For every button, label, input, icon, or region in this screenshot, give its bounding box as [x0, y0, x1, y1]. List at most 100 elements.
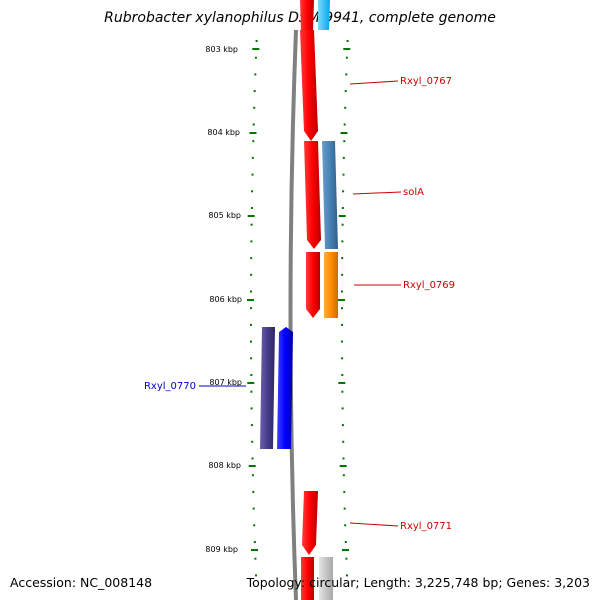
- ruler-left-minor-tick: [251, 457, 254, 460]
- ruler-left-minor-tick: [251, 173, 254, 176]
- cds-partial-bottom: [301, 557, 314, 600]
- ruler-right-minor-tick: [341, 307, 343, 310]
- ruler-right-minor-tick: [341, 323, 343, 326]
- leader-sola: [352, 191, 402, 195]
- ruler-left-minor-tick: [253, 106, 256, 109]
- ruler-right-minor-tick: [343, 507, 346, 510]
- cds-rxyl-0770: [277, 327, 293, 449]
- ruler-right-minor-tick: [341, 407, 344, 410]
- cds-sola: [304, 141, 321, 249]
- gene-label-rxyl-0771: Rxyl_0771: [400, 521, 452, 532]
- ruler-left-minor-tick: [252, 490, 255, 493]
- feature-rxyl-0769: [324, 252, 338, 318]
- ruler-right-minor-tick: [342, 156, 345, 159]
- ruler-left-minor-tick: [250, 323, 252, 326]
- gene-label-rxyl-0767: Rxyl_0767: [400, 76, 452, 87]
- ruler-right-minor-tick: [341, 257, 344, 260]
- ruler-track-right: [338, 40, 351, 577]
- ruler-right-major-tick: [338, 299, 345, 301]
- ruler-left-minor-tick: [250, 424, 253, 427]
- ruler-right-minor-tick: [341, 290, 343, 293]
- ruler-track-left: [247, 40, 260, 577]
- ruler-left-minor-tick: [250, 290, 252, 293]
- ruler-right-minor-tick: [342, 474, 345, 477]
- ruler-left-major-tick: [247, 215, 255, 217]
- ruler-left-major-tick: [247, 382, 255, 384]
- ruler-right-major-tick: [338, 215, 346, 217]
- ruler-left-minor-tick: [252, 123, 255, 126]
- ruler-right-minor-tick: [342, 457, 345, 460]
- ruler-right-minor-tick: [341, 240, 344, 243]
- ruler-left-minor-tick: [250, 223, 253, 226]
- ruler-left-minor-tick: [251, 156, 254, 159]
- ruler-right-minor-tick: [346, 40, 349, 42]
- ruler-left-minor-tick: [254, 557, 257, 560]
- ruler-right-minor-tick: [343, 490, 346, 493]
- gene-label-rxyl-0769: Rxyl_0769: [403, 280, 455, 291]
- ruler-label-807: 807 kbp: [209, 378, 242, 387]
- ruler-right-minor-tick: [343, 123, 346, 126]
- ruler-label-804: 804 kbp: [207, 128, 240, 137]
- ruler-left-minor-tick: [253, 524, 256, 527]
- ruler-label-803: 803 kbp: [205, 45, 238, 54]
- ruler-label-809: 809 kbp: [205, 545, 238, 554]
- ruler-right-minor-tick: [345, 557, 348, 560]
- ruler-left-major-tick: [252, 48, 260, 50]
- ruler-left-minor-tick: [254, 73, 257, 76]
- ruler-left-minor-tick: [250, 207, 253, 209]
- leader-rxyl-0767: [349, 80, 399, 85]
- ruler-left-major-tick: [248, 465, 256, 467]
- ruler-right-minor-tick: [341, 357, 344, 360]
- ruler-left-minor-tick: [250, 240, 253, 243]
- feature-sola: [322, 141, 338, 249]
- ruler-right-minor-tick: [342, 440, 345, 443]
- ruler-right-minor-tick: [346, 574, 348, 577]
- ruler-label-805: 805 kbp: [208, 211, 241, 220]
- ruler-left-minor-tick: [255, 40, 258, 42]
- ruler-left-major-tick: [249, 132, 257, 134]
- ruler-left-minor-tick: [255, 574, 257, 577]
- ruler-left-minor-tick: [253, 541, 256, 543]
- ruler-left-minor-tick: [250, 307, 252, 310]
- ruler-left-minor-tick: [250, 340, 252, 343]
- topology-text: Topology: circular; Length: 3,225,748 bp…: [246, 575, 590, 590]
- genome-backbone: [288, 29, 298, 600]
- ruler-left-major-tick: [251, 549, 258, 551]
- accession-text: Accession: NC_008148: [10, 575, 153, 590]
- ruler-right-minor-tick: [344, 541, 347, 543]
- ruler-right-minor-tick: [341, 374, 344, 376]
- feature-rxyl-0770: [260, 327, 275, 449]
- ruler-right-minor-tick: [344, 90, 347, 93]
- ruler-right-minor-tick: [341, 223, 344, 226]
- ruler-right-minor-tick: [342, 173, 345, 176]
- ruler-label-808: 808 kbp: [208, 461, 241, 470]
- ruler-left-minor-tick: [254, 56, 257, 59]
- ruler-left-minor-tick: [252, 507, 255, 510]
- ruler-left-minor-tick: [251, 190, 254, 193]
- ruler-left-minor-tick: [251, 440, 254, 443]
- ruler-right-major-tick: [342, 549, 349, 551]
- feature-partial-bottom: [319, 557, 333, 600]
- ruler-right-minor-tick: [341, 207, 344, 209]
- ruler-right-major-tick: [340, 132, 348, 134]
- ruler-right-minor-tick: [341, 424, 344, 427]
- ruler-left-minor-tick: [251, 474, 254, 477]
- ruler-right-minor-tick: [344, 106, 347, 109]
- ruler-right-minor-tick: [343, 140, 346, 143]
- ruler-right-major-tick: [339, 465, 347, 467]
- ruler-label-806: 806 kbp: [209, 295, 242, 304]
- ruler-right-major-tick: [338, 382, 346, 384]
- leader-rxyl-0771: [349, 522, 399, 527]
- ruler-right-minor-tick: [342, 190, 345, 193]
- map-title: Rubrobacter xylanophilus DSM 9941, compl…: [104, 10, 496, 26]
- ruler-left-minor-tick: [250, 273, 253, 276]
- gene-label-sola: solA: [403, 187, 424, 198]
- ruler-right-minor-tick: [345, 73, 348, 76]
- ruler-left-minor-tick: [250, 407, 253, 410]
- ruler-left-minor-tick: [253, 90, 256, 93]
- ruler-left-minor-tick: [252, 140, 255, 143]
- ruler-right-major-tick: [343, 48, 351, 50]
- ruler-left-minor-tick: [250, 257, 253, 260]
- cds-rxyl-0767: [300, 30, 318, 141]
